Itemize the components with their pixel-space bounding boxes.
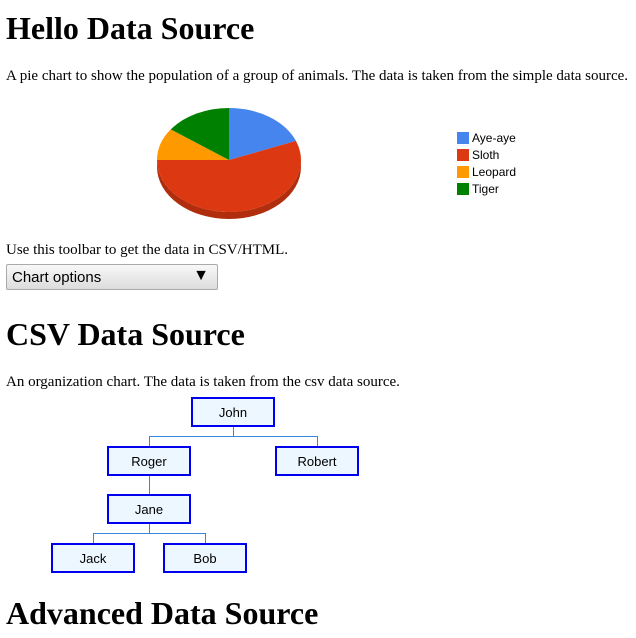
section-title-advanced: Advanced Data Source [6, 595, 319, 631]
legend-swatch [457, 165, 469, 178]
section-description-csv: An organization chart. The data is taken… [6, 374, 400, 390]
legend-label: Leopard [472, 164, 517, 179]
pie-slice-leopard[interactable] [157, 129, 229, 160]
legend-swatch [457, 182, 469, 195]
pie-slice-aye-aye[interactable] [229, 108, 296, 160]
connector-line [149, 427, 318, 446]
pie-slice-tiger[interactable] [170, 108, 229, 160]
connector-line [93, 524, 206, 543]
legend-item: Aye-aye [457, 129, 516, 146]
legend-swatch [457, 148, 469, 161]
legend-item: Tiger [457, 180, 516, 197]
toolbar-caption: Use this toolbar to get the data in CSV/… [6, 242, 289, 258]
section-description-hello: A pie chart to show the population of a … [6, 68, 629, 84]
pie-slice-sloth[interactable] [157, 140, 301, 212]
legend-item: Sloth [457, 146, 516, 163]
legend: Aye-aye Sloth Leopard Tiger [457, 129, 516, 197]
org-node-john[interactable]: John [191, 397, 275, 427]
pie-chart [157, 108, 301, 219]
chart-options-dropdown[interactable]: Chart options ▼ [6, 264, 218, 290]
org-node-robert[interactable]: Robert [275, 446, 359, 476]
dropdown-arrow-icon: ▼ [193, 267, 209, 284]
org-node-jane[interactable]: Jane [107, 494, 191, 524]
org-node-bob[interactable]: Bob [163, 543, 247, 573]
section-title-hello: Hello Data Source [6, 10, 255, 46]
legend-item: Leopard [457, 163, 516, 180]
dropdown-label: Chart options [12, 269, 102, 286]
legend-label: Aye-aye [472, 130, 516, 145]
org-node-jack[interactable]: Jack [51, 543, 135, 573]
section-title-csv: CSV Data Source [6, 316, 245, 352]
legend-label: Sloth [472, 147, 500, 162]
legend-swatch [457, 131, 469, 144]
org-node-roger[interactable]: Roger [107, 446, 191, 476]
legend-label: Tiger [472, 181, 499, 196]
